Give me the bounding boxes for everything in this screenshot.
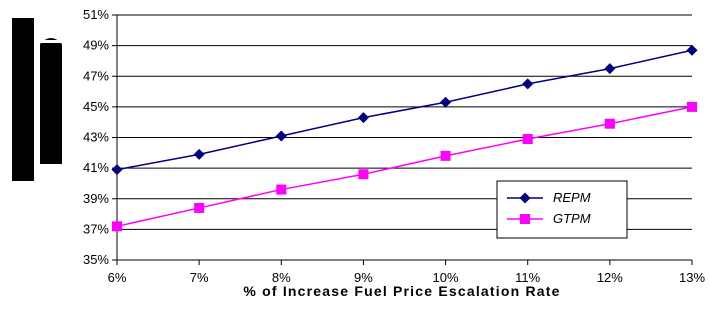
legend-marker bbox=[519, 192, 531, 204]
x-tick-label: 9% bbox=[354, 270, 373, 285]
y-tick-labels: 35% 37% 39% 41% 43% 45% 47% 49% 51% bbox=[83, 7, 109, 267]
series-line bbox=[116, 106, 693, 228]
legend-item-gtpm: GTPM bbox=[507, 211, 591, 226]
y-tick-label: 35% bbox=[83, 252, 109, 267]
data-point-square bbox=[276, 184, 287, 195]
y-tick-label: 49% bbox=[83, 38, 109, 53]
legend-marker bbox=[520, 214, 530, 224]
y-tick-label: 47% bbox=[83, 68, 109, 83]
left-edge-graphic bbox=[12, 18, 62, 181]
x-tick-label: 7% bbox=[190, 270, 209, 285]
series-line bbox=[116, 49, 693, 171]
y-tick-label: 39% bbox=[83, 191, 109, 206]
data-point-diamond bbox=[686, 44, 698, 56]
data-point-diamond bbox=[522, 78, 534, 90]
data-point-diamond bbox=[275, 130, 287, 142]
y-tick-label: 41% bbox=[83, 160, 109, 175]
series-repm bbox=[111, 44, 698, 176]
data-point-square bbox=[358, 169, 369, 180]
data-point-square bbox=[440, 150, 451, 161]
series-group bbox=[111, 44, 698, 232]
data-point-square bbox=[112, 221, 122, 232]
x-tick-labels: 6% 7% 8% 9% 10% 11% 12% 13% bbox=[108, 270, 706, 285]
data-point-diamond bbox=[440, 96, 452, 108]
data-point-square bbox=[194, 202, 205, 213]
x-tick-label: 12% bbox=[597, 270, 623, 285]
data-point-diamond bbox=[111, 164, 123, 176]
y-tick-label: 45% bbox=[83, 99, 109, 114]
y-tick-label: 51% bbox=[83, 7, 109, 22]
y-tick-label: 37% bbox=[83, 221, 109, 236]
legend: REPM GTPM bbox=[496, 180, 628, 239]
legend-item-repm: REPM bbox=[507, 190, 591, 205]
data-point-diamond bbox=[604, 63, 616, 75]
y-tick-label: 43% bbox=[83, 130, 109, 145]
grid-lines bbox=[117, 14, 692, 230]
legend-label: GTPM bbox=[553, 211, 591, 226]
x-axis-label: % of Increase Fuel Price Escalation Rate bbox=[243, 283, 560, 299]
legend-label: REPM bbox=[553, 190, 591, 205]
x-tick-label: 6% bbox=[108, 270, 127, 285]
data-point-diamond bbox=[193, 148, 205, 160]
data-point-square bbox=[687, 101, 697, 112]
x-tick-label: 8% bbox=[272, 270, 291, 285]
x-tick-label: 13% bbox=[679, 270, 705, 285]
x-tick-label: 11% bbox=[515, 270, 540, 285]
axes bbox=[112, 14, 693, 265]
data-point-diamond bbox=[357, 112, 369, 124]
data-point-square bbox=[604, 118, 615, 129]
data-point-square bbox=[522, 134, 533, 145]
legend-box bbox=[496, 180, 628, 239]
x-tick-label: 10% bbox=[433, 270, 459, 285]
series-gtpm bbox=[112, 101, 697, 232]
